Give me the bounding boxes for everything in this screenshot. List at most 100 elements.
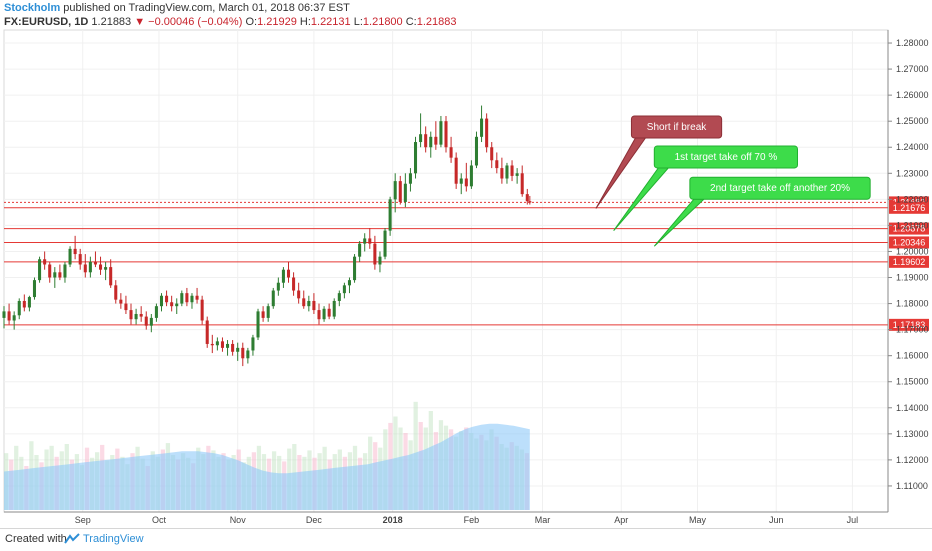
candle-body [78, 254, 82, 265]
price-chart[interactable]: 1.21883 1.21676 1.20878 1.20346 1.19602 1.171… [0, 0, 932, 528]
candle-body [38, 259, 42, 281]
candle-body [528, 201, 532, 203]
candle-body [429, 136, 433, 148]
open-label: O: [245, 16, 258, 28]
candle-body [510, 165, 514, 176]
candle-body [99, 264, 103, 270]
y-tick-label: 1.18000 [896, 299, 929, 309]
candle-body [154, 306, 158, 318]
candle-body [520, 173, 524, 195]
candle-body [302, 298, 306, 307]
candle-body [231, 343, 235, 352]
candle-body [210, 343, 214, 346]
candle-body [205, 320, 209, 344]
candle-body [388, 199, 392, 231]
level-price-label: 1.19602 [893, 257, 926, 267]
level-price-label: 1.20878 [893, 224, 926, 234]
y-tick-label: 1.24000 [896, 142, 929, 152]
candle-body [114, 285, 118, 300]
callout-box[interactable] [653, 145, 798, 169]
callout-box[interactable] [630, 115, 723, 139]
candle-body [144, 316, 148, 326]
callout-box[interactable] [689, 176, 871, 200]
candle-body [129, 310, 133, 320]
candle-body [165, 295, 169, 303]
candle-body [408, 173, 412, 184]
level-price-tag [889, 222, 929, 235]
candle-body [246, 350, 250, 359]
price-change: ▼ −0.00046 (−0.04%) [134, 16, 243, 28]
candle-body [2, 311, 6, 318]
x-tick-label: Mar [535, 515, 551, 525]
x-tick-label: May [689, 515, 707, 525]
x-tick-label: Dec [306, 515, 323, 525]
x-tick-label: Jun [769, 515, 784, 525]
candle-body [53, 272, 57, 278]
candle-body [119, 299, 123, 304]
candle-body [27, 297, 31, 308]
callout-text: 1st target take off 70 % [675, 152, 778, 163]
y-tick-label: 1.23000 [896, 168, 929, 178]
candle-body [104, 267, 108, 270]
candle-body [32, 280, 37, 298]
callouts-layer[interactable]: Short if break 1st target take off 70 % 2n… [595, 115, 871, 247]
candle-body [256, 311, 260, 338]
last-price: 1.21883 [91, 16, 132, 28]
level-price-label: 1.21676 [893, 203, 926, 213]
y-tick-label: 1.21000 [896, 220, 929, 230]
candle-body [449, 147, 453, 158]
candle-body [312, 300, 316, 311]
candles-layer [2, 105, 532, 367]
candle-body [220, 341, 224, 348]
author-name[interactable]: Stockholm [4, 2, 61, 14]
open-value: 1.21929 [257, 16, 297, 28]
candle-body [170, 302, 174, 307]
candle-body [109, 267, 113, 286]
level-price-tag [889, 201, 929, 214]
created-with-label: Created with [5, 533, 67, 545]
time-axis[interactable]: Sep Oct Nov Dec 2018 Feb Mar Apr May Jun Jul [4, 511, 888, 525]
candle-body [424, 134, 428, 148]
candle-body [124, 303, 128, 311]
y-tick-label: 1.20000 [896, 246, 929, 256]
y-tick-label: 1.26000 [896, 90, 929, 100]
candle-body [73, 248, 77, 255]
y-tick-label: 1.15000 [896, 377, 929, 387]
candle-body [266, 306, 270, 318]
x-tick-label: Nov [230, 515, 247, 525]
candle-body [297, 290, 301, 299]
callout-text: Short if break [647, 122, 707, 133]
candle-body [342, 285, 346, 294]
candle-body [505, 165, 509, 179]
candle-body [393, 181, 397, 200]
candle-body [236, 347, 240, 352]
candle-body [292, 277, 296, 291]
y-tick-label: 1.22000 [896, 194, 929, 204]
candle-body [149, 317, 153, 326]
candle-body [332, 300, 336, 317]
tradingview-logo-icon[interactable] [64, 533, 80, 545]
candle-body [63, 264, 67, 278]
x-tick-label: Feb [464, 515, 480, 525]
candle-body [241, 347, 245, 359]
candle-body [515, 173, 519, 176]
candle-body [495, 160, 499, 169]
candle-body [413, 142, 418, 174]
tradingview-brand[interactable]: TradingView [83, 533, 144, 545]
symbol-label: FX:EURUSD, 1D [4, 16, 89, 28]
candle-body [490, 147, 494, 161]
candle-body [276, 282, 280, 291]
candle-body [17, 300, 21, 316]
price-axis[interactable]: 1.28000 1.27000 1.26000 1.25000 1.24000 1.230… [887, 30, 929, 512]
candle-body [43, 259, 47, 265]
candle-body [322, 308, 326, 320]
publish-info: Stockholm published on TradingView.com, … [4, 2, 350, 14]
candle-body [403, 183, 407, 202]
candle-body [434, 136, 438, 145]
candle-body [459, 178, 463, 184]
candle-body [48, 264, 52, 278]
candle-body [327, 308, 331, 317]
candle-body [68, 248, 72, 265]
candle-body [7, 311, 11, 321]
candle-body [195, 295, 199, 300]
